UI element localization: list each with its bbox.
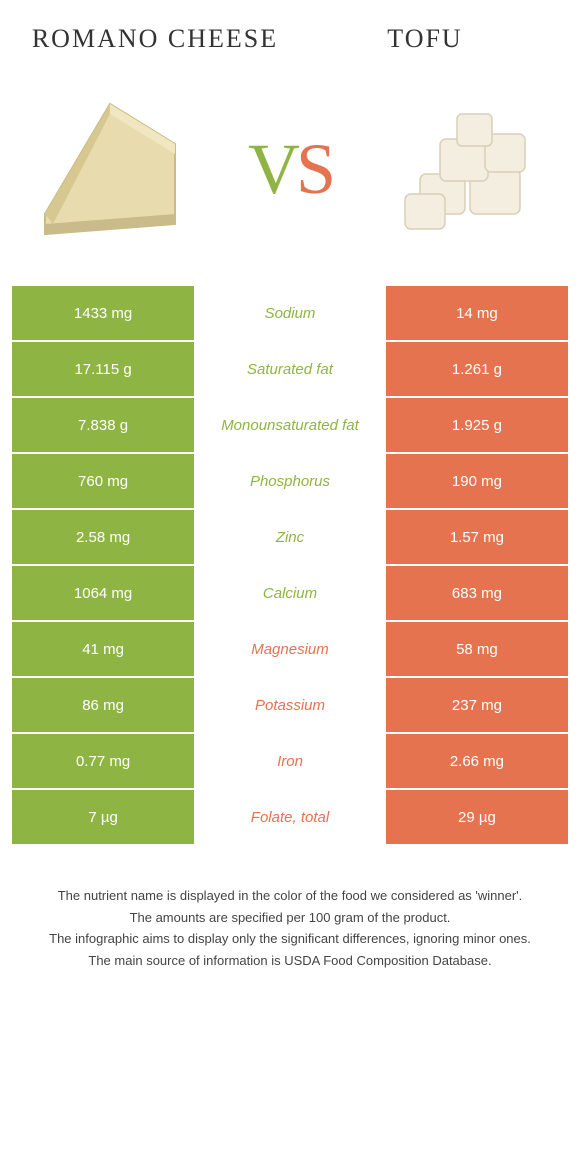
- footnote-line: The nutrient name is displayed in the co…: [30, 886, 550, 906]
- nutrient-label-cell: Folate, total: [196, 790, 384, 844]
- right-value-cell: 29 µg: [386, 790, 568, 844]
- left-value-cell: 17.115 g: [12, 342, 194, 396]
- header: Romano cheese Tofu: [0, 0, 580, 64]
- nutrient-label-cell: Sodium: [196, 286, 384, 340]
- right-value-cell: 2.66 mg: [386, 734, 568, 788]
- nutrient-row: 17.115 gSaturated fat1.261 g: [12, 342, 568, 396]
- right-value-cell: 1.925 g: [386, 398, 568, 452]
- right-value-cell: 237 mg: [386, 678, 568, 732]
- left-value-cell: 0.77 mg: [12, 734, 194, 788]
- left-value-cell: 86 mg: [12, 678, 194, 732]
- nutrient-row: 41 mgMagnesium58 mg: [12, 622, 568, 676]
- left-value-cell: 1064 mg: [12, 566, 194, 620]
- nutrient-row: 86 mgPotassium237 mg: [12, 678, 568, 732]
- vs-label: VS: [200, 128, 380, 211]
- right-food-header: Tofu: [290, 24, 560, 54]
- nutrient-row: 760 mgPhosphorus190 mg: [12, 454, 568, 508]
- footnote-line: The infographic aims to display only the…: [30, 929, 550, 949]
- right-value-cell: 1.57 mg: [386, 510, 568, 564]
- nutrient-label-cell: Phosphorus: [196, 454, 384, 508]
- nutrient-label-cell: Magnesium: [196, 622, 384, 676]
- left-value-cell: 41 mg: [12, 622, 194, 676]
- nutrient-label-cell: Saturated fat: [196, 342, 384, 396]
- right-food-image: [380, 84, 560, 254]
- left-value-cell: 760 mg: [12, 454, 194, 508]
- vs-v: V: [248, 129, 296, 209]
- footnote: The nutrient name is displayed in the co…: [0, 846, 580, 992]
- right-value-cell: 683 mg: [386, 566, 568, 620]
- left-food-title: Romano cheese: [20, 24, 290, 54]
- cheese-icon: [25, 84, 195, 254]
- nutrient-tbody: 1433 mgSodium14 mg17.115 gSaturated fat1…: [12, 286, 568, 844]
- nutrient-row: 7.838 gMonounsaturated fat1.925 g: [12, 398, 568, 452]
- left-value-cell: 1433 mg: [12, 286, 194, 340]
- right-food-title: Tofu: [290, 24, 560, 54]
- left-value-cell: 7 µg: [12, 790, 194, 844]
- nutrient-label-cell: Calcium: [196, 566, 384, 620]
- footnote-line: The amounts are specified per 100 gram o…: [30, 908, 550, 928]
- left-food-header: Romano cheese: [20, 24, 290, 54]
- nutrient-row: 1064 mgCalcium683 mg: [12, 566, 568, 620]
- nutrient-label-cell: Potassium: [196, 678, 384, 732]
- left-value-cell: 7.838 g: [12, 398, 194, 452]
- nutrient-row: 2.58 mgZinc1.57 mg: [12, 510, 568, 564]
- left-food-image: [20, 84, 200, 254]
- vs-s: S: [296, 129, 332, 209]
- nutrient-row: 7 µgFolate, total29 µg: [12, 790, 568, 844]
- left-value-cell: 2.58 mg: [12, 510, 194, 564]
- right-value-cell: 190 mg: [386, 454, 568, 508]
- nutrient-label-cell: Monounsaturated fat: [196, 398, 384, 452]
- hero-row: VS: [0, 64, 580, 284]
- footnote-line: The main source of information is USDA F…: [30, 951, 550, 971]
- tofu-icon: [385, 84, 555, 254]
- nutrient-row: 0.77 mgIron2.66 mg: [12, 734, 568, 788]
- right-value-cell: 58 mg: [386, 622, 568, 676]
- nutrient-label-cell: Iron: [196, 734, 384, 788]
- right-value-cell: 1.261 g: [386, 342, 568, 396]
- nutrient-row: 1433 mgSodium14 mg: [12, 286, 568, 340]
- right-value-cell: 14 mg: [386, 286, 568, 340]
- nutrient-label-cell: Zinc: [196, 510, 384, 564]
- nutrient-table: 1433 mgSodium14 mg17.115 gSaturated fat1…: [10, 284, 570, 846]
